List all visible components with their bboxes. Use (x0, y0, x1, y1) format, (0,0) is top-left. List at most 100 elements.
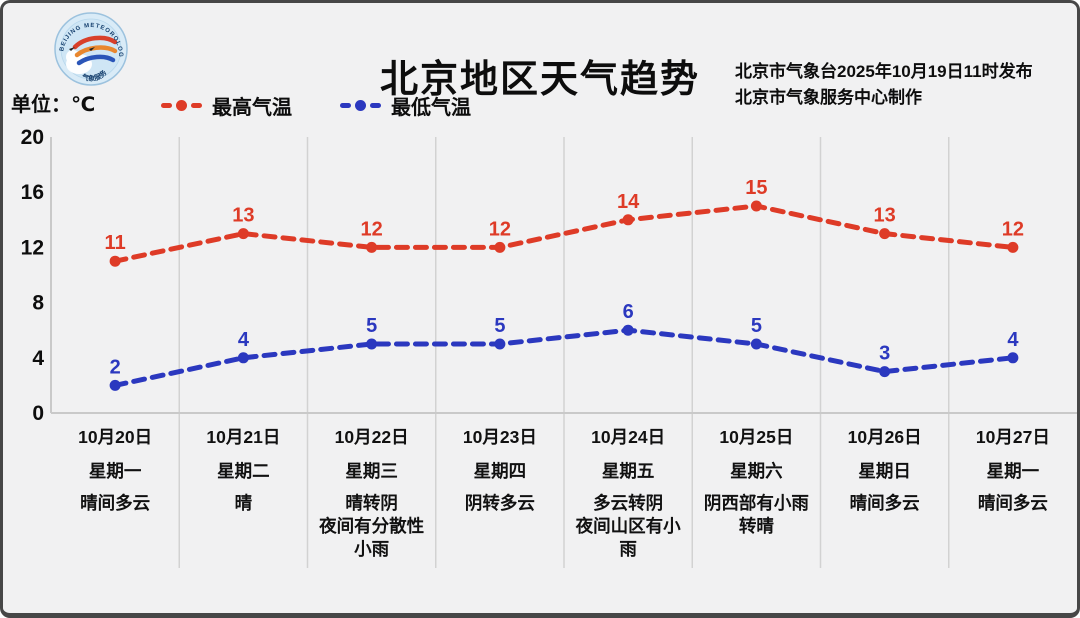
weather-label-line: 晴间多云 (977, 493, 1048, 513)
beijing-meteorological-service-logo: BEIJING METEOROLOGICAL SERVICE 气象服务 (53, 11, 128, 86)
low-temp-line-marker-icon (338, 100, 383, 111)
high-temp-data-point (879, 228, 891, 240)
weather-label: 晴间多云 (51, 492, 179, 515)
unit-label: 单位：℃ (11, 94, 96, 116)
high-temp-value-label: 15 (745, 177, 767, 199)
temperature-trend-chart: 20 16 12 8 4 0 11 13 12 12 14 15 13 12 2 4 5 5 6 5 3 4 (21, 126, 1077, 568)
low-temp-value-label: 6 (623, 301, 634, 323)
low-temp-value-label: 4 (1007, 329, 1019, 351)
low-temp-data-point (879, 366, 891, 378)
high-temp-value-label: 13 (874, 205, 896, 227)
date-label: 10月22日 (334, 427, 409, 447)
weather-label-line: 阴转多云 (464, 493, 535, 513)
legend-item-low-temp: 最低气温 (338, 91, 471, 120)
weekday-label: 星期四 (473, 461, 527, 481)
day-column: 10月25日 星期六阴西部有小雨 转晴 (692, 424, 820, 538)
low-temp-value-label: 2 (110, 356, 121, 378)
weather-label: 阴西部有小雨 转晴 (692, 492, 820, 538)
low-temp-value-label: 5 (494, 315, 505, 337)
date-label: 10月27日 (975, 427, 1050, 447)
high-temp-data-point (750, 200, 762, 212)
weather-label-line: 晴转阴 (345, 493, 398, 513)
legend-item-high-temp: 最高气温 (159, 91, 292, 120)
weather-label-line: 夜间山区有小 (575, 516, 681, 536)
low-temp-data-point (366, 338, 378, 350)
day-column: 10月27日 星期一晴间多云 (949, 424, 1077, 515)
date-label: 10月25日 (719, 427, 794, 447)
high-temp-value-label: 13 (232, 205, 254, 227)
high-temp-data-point (109, 255, 121, 267)
weather-label-line: 多云转阴 (593, 493, 664, 513)
publisher-line-2: 北京市气象服务中心制作 (735, 88, 922, 107)
weather-label: 晴转阴夜间有分散性 小雨 (308, 492, 436, 561)
weather-label: 多云转阴夜间山区有小雨 (564, 492, 692, 561)
high-temp-value-label: 14 (617, 191, 640, 213)
high-temp-data-point (622, 214, 634, 226)
date-label: 10月26日 (847, 427, 922, 447)
low-temp-series-line (112, 327, 1016, 388)
date-label: 10月21日 (206, 427, 281, 447)
day-column: 10月22日 星期三晴转阴夜间有分散性 小雨 (308, 424, 436, 561)
weather-label-line: 晴间多云 (80, 493, 151, 513)
weather-label-line: 晴间多云 (849, 493, 920, 513)
low-temp-value-label: 4 (238, 329, 250, 351)
high-temp-data-point (366, 241, 378, 253)
weather-label-line: 夜间有分散性 (319, 516, 425, 536)
high-temp-line-marker-icon (159, 100, 204, 111)
low-temp-data-point (494, 338, 506, 350)
weekday-label: 星期二 (217, 461, 270, 481)
low-temp-data-point (109, 379, 121, 391)
low-temp-data-point (622, 324, 634, 336)
high-temp-value-label: 12 (489, 218, 511, 240)
legend-label-high-temp: 最高气温 (212, 97, 292, 119)
weather-label: 晴 (179, 492, 307, 515)
day-column: 10月20日 星期一晴间多云 (51, 424, 179, 515)
high-temp-data-point (237, 228, 249, 240)
weather-label: 晴间多云 (821, 492, 949, 515)
weather-label-line: 小雨 (354, 539, 390, 559)
day-column: 10月23日 星期四阴转多云 (436, 424, 564, 515)
low-temp-value-label: 3 (879, 343, 890, 365)
date-label: 10月20日 (78, 427, 153, 447)
low-temp-value-label: 5 (751, 315, 762, 337)
weather-label-line: 雨 (619, 539, 637, 559)
day-labels-row: 10月20日 星期一 晴间多云 10月21日 星期二晴 10月22日 星期三 晴转阴 夜间有分散… (3, 424, 1077, 584)
day-column: 10月21日 星期二晴 (179, 424, 307, 515)
y-tick-label: 12 (21, 236, 44, 259)
weather-label-line: 晴 (234, 493, 253, 513)
low-temp-value-label: 5 (366, 315, 377, 337)
weekday-label: 星期一 (88, 461, 142, 481)
high-temp-data-point (1007, 241, 1019, 253)
publisher-line-1: 北京市气象台2025年10月19日11时发布 (735, 62, 1033, 81)
weekday-label: 星期日 (858, 461, 911, 481)
weather-label-line: 阴西部有小雨 (703, 493, 809, 513)
low-temp-data-point (1007, 352, 1019, 364)
high-temp-value-label: 11 (105, 232, 126, 254)
weekday-label: 星期三 (345, 461, 398, 481)
y-tick-label: 16 (21, 181, 44, 204)
weekday-label: 星期五 (601, 461, 655, 481)
high-temp-series-line (112, 203, 1016, 264)
y-tick-label: 20 (21, 126, 44, 149)
weather-label: 晴间多云 (949, 492, 1077, 515)
day-column: 10月26日 星期日晴间多云 (821, 424, 949, 515)
weekday-label: 星期六 (730, 461, 783, 481)
chart-legend: 最高气温 最低气温 (159, 91, 517, 120)
y-tick-label: 8 (32, 292, 44, 315)
day-column: 10月24日 星期五多云转阴夜间山区有小雨 (564, 424, 692, 561)
high-temp-value-label: 12 (361, 218, 383, 240)
date-label: 10月23日 (462, 427, 537, 447)
weather-label: 阴转多云 (436, 492, 564, 515)
date-label: 10月24日 (591, 427, 666, 447)
weather-label-line: 转晴 (738, 516, 774, 536)
publisher-info: 北京市气象台2025年10月19日11时发布 北京市气象服务中心制作 (735, 59, 1033, 111)
y-tick-label: 4 (32, 347, 44, 370)
high-temp-data-point (494, 241, 506, 253)
legend-label-low-temp: 最低气温 (391, 97, 471, 119)
high-temp-value-label: 12 (1002, 218, 1024, 240)
low-temp-data-point (237, 352, 249, 364)
low-temp-data-point (750, 338, 762, 350)
y-tick-label: 0 (32, 402, 44, 425)
weekday-label: 星期一 (986, 461, 1040, 481)
